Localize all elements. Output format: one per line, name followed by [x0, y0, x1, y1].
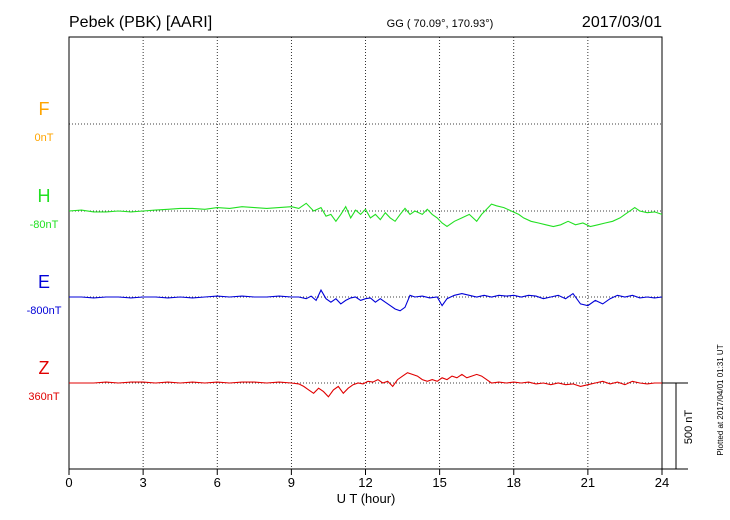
series-baseline-Z: 360nT — [28, 391, 59, 403]
series-baseline-E: -800nT — [27, 305, 62, 317]
series-baseline-F: 0nT — [35, 132, 54, 144]
x-tick-label: 21 — [581, 475, 595, 490]
x-tick-label: 9 — [288, 475, 295, 490]
series-name-H: H — [38, 186, 51, 206]
x-tick-label: 24 — [655, 475, 669, 490]
x-tick-label: 3 — [140, 475, 147, 490]
x-tick-label: 18 — [507, 475, 521, 490]
series-name-F: F — [39, 99, 50, 119]
x-tick-label: 6 — [214, 475, 221, 490]
series-labels: F 0nT H -80nT E -800nT Z 360nT — [27, 99, 62, 403]
series-name-E: E — [38, 272, 50, 292]
series-line-H — [68, 202, 663, 228]
x-axis: 0 3 6 9 12 15 18 21 24 — [65, 469, 669, 490]
scale-bar: 500 nT — [662, 382, 695, 470]
x-axis-label: U T (hour) — [337, 491, 396, 506]
series-name-Z: Z — [39, 358, 50, 378]
plotted-at-note: Plotted at 2017/04/01 01:31 UT — [716, 344, 725, 455]
x-tick-label: 12 — [358, 475, 372, 490]
x-tick-label: 0 — [65, 475, 72, 490]
x-tick-label: 15 — [432, 475, 446, 490]
grid — [69, 37, 662, 469]
series-baseline-H: -80nT — [30, 219, 59, 231]
coords-label: GG ( 70.09°, 170.93°) — [387, 18, 494, 30]
scale-bar-label: 500 nT — [683, 410, 695, 445]
series-line-Z — [69, 372, 662, 398]
station-title: Pebek (PBK) [AARI] — [69, 14, 212, 31]
date-label: 2017/03/01 — [582, 14, 662, 31]
series-line-E — [69, 288, 663, 312]
series-lines — [68, 202, 663, 398]
